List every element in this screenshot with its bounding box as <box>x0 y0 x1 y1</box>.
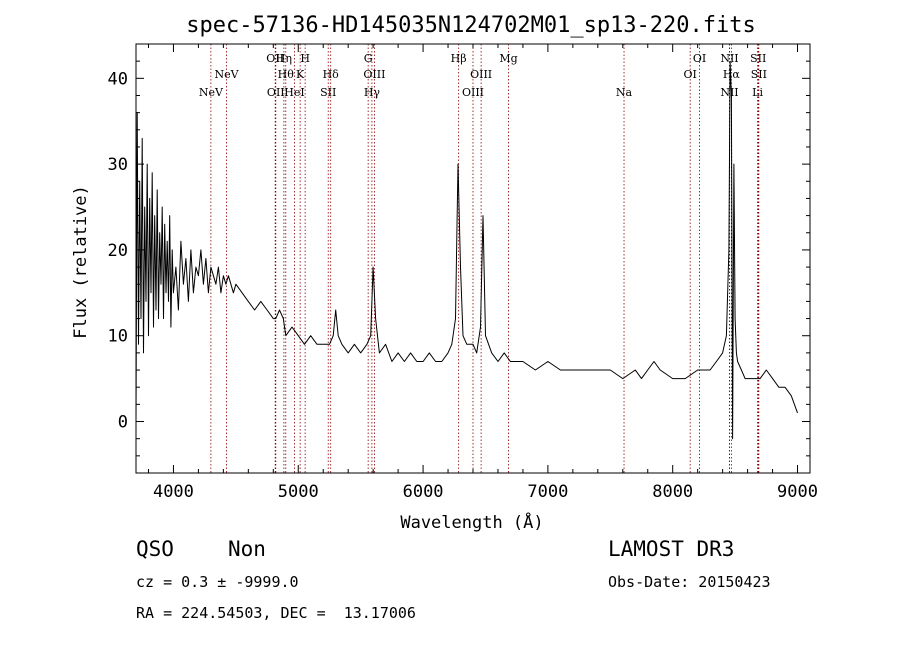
spectrum-series-line <box>135 60 798 440</box>
line-marker-label: Mg <box>499 52 517 65</box>
line-marker-label: Hβ <box>451 52 467 65</box>
object-subclass: Non <box>228 537 266 561</box>
x-tick-label: 8000 <box>652 482 693 502</box>
y-tick-label: 30 <box>108 155 128 175</box>
line-marker-label: OIII <box>462 86 484 99</box>
line-marker-label: Hα <box>723 68 741 81</box>
x-axis: 4000 5000 6000 7000 8000 9000 <box>147 44 818 502</box>
plot-area <box>135 60 798 440</box>
line-marker-label: Li <box>752 86 763 99</box>
line-marker-label: NeV <box>199 86 224 99</box>
line-marker-label: SII <box>320 86 336 99</box>
ra-dec: RA = 224.54503, DEC = 13.17006 <box>136 604 416 622</box>
line-marker-label: OII <box>266 52 284 65</box>
x-tick-label: 5000 <box>278 482 319 502</box>
object-class: QSO <box>136 537 174 561</box>
line-marker-label: OIII <box>363 68 385 81</box>
x-tick-label: 9000 <box>777 482 818 502</box>
x-tick-label: 4000 <box>153 482 194 502</box>
line-marker-label: K <box>296 68 305 81</box>
line-marker-label: OIII <box>470 68 492 81</box>
line-marker-label: OI <box>693 52 706 65</box>
line-marker-label: H <box>300 52 310 65</box>
survey-name: LAMOST DR3 <box>608 537 735 561</box>
line-marker-label: Na <box>616 86 633 99</box>
y-tick-label: 20 <box>108 241 128 261</box>
line-marker-label: OII <box>267 86 285 99</box>
spectral-line-markers: NeVNeVOIIOIIHηHθHeIKHHδSIIGOIIIHγHβOIIIO… <box>199 44 767 473</box>
line-marker-label: Hδ <box>323 68 340 81</box>
y-axis: 0 10 20 30 40 <box>108 43 810 474</box>
line-marker-label: SII <box>750 52 766 65</box>
line-marker-label: OI <box>683 68 696 81</box>
x-axis-label: Wavelength (Å) <box>400 511 543 533</box>
y-axis-label: Flux (relative) <box>71 185 91 339</box>
line-marker-label: SII <box>751 68 767 81</box>
observation-date: Obs-Date: 20150423 <box>608 573 771 591</box>
y-tick-label: 40 <box>108 69 128 89</box>
x-tick-label: 7000 <box>527 482 568 502</box>
y-tick-label: 0 <box>118 413 128 433</box>
line-marker-label: Hθ <box>278 68 295 81</box>
line-marker-label: Hγ <box>364 86 381 99</box>
y-tick-label: 10 <box>108 327 128 347</box>
line-marker-label: Hη <box>276 52 292 65</box>
line-marker-label: HeI <box>284 86 304 99</box>
line-marker-label: NeV <box>214 68 239 81</box>
redshift-cz: cz = 0.3 ± -9999.0 <box>136 573 299 591</box>
x-tick-label: 6000 <box>403 482 444 502</box>
chart-title: spec-57136-HD145035N124702M01_sp13-220.f… <box>186 13 756 38</box>
line-marker-label: G <box>364 52 373 65</box>
